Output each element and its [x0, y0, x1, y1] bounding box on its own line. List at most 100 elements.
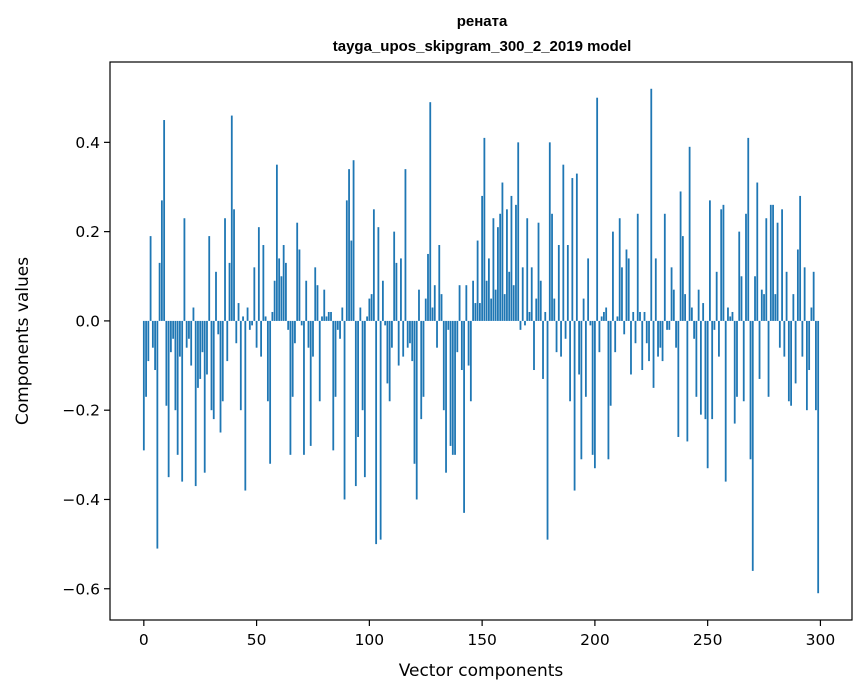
bar-50	[255, 320, 258, 348]
bar-237	[677, 320, 680, 437]
bar-191	[573, 320, 576, 491]
bar-59	[275, 164, 278, 321]
bar-157	[497, 227, 499, 321]
y-axis: −0.6 −0.4 −0.2 0.0 0.2 0.4	[62, 134, 110, 598]
bar-6	[156, 320, 159, 549]
bar-153	[487, 258, 490, 321]
bar-55	[266, 320, 269, 402]
bar-60	[278, 258, 281, 321]
bar-90	[345, 200, 348, 321]
bar-75	[312, 320, 314, 357]
bar-275	[763, 294, 765, 321]
bar-29	[208, 236, 211, 321]
bar-71	[303, 320, 305, 455]
bar-183	[555, 320, 558, 353]
bar-199	[591, 320, 594, 455]
bar-7	[158, 262, 161, 321]
bar-245	[695, 320, 698, 397]
bar-32	[215, 271, 217, 321]
bar-284	[783, 320, 786, 357]
bar-132	[440, 294, 443, 321]
bar-114	[400, 258, 402, 321]
bar-33	[217, 320, 220, 335]
bar-69	[298, 249, 301, 321]
bar-137	[451, 320, 454, 455]
bar-61	[280, 276, 283, 321]
bar-144	[467, 320, 470, 366]
bar-42	[237, 303, 240, 321]
bar-233	[668, 320, 671, 330]
bar-57	[271, 311, 274, 321]
bar-120	[413, 320, 416, 464]
bar-139	[456, 320, 459, 353]
bar-150	[481, 195, 484, 321]
bar-212	[621, 267, 623, 321]
bar-160	[503, 294, 506, 321]
bar-127	[429, 102, 432, 321]
bar-218	[634, 320, 637, 344]
bar-64	[287, 320, 290, 330]
bar-63	[285, 262, 287, 321]
bar-209	[614, 320, 617, 353]
bar-1	[145, 320, 147, 397]
bar-5	[154, 320, 156, 371]
bar-192	[575, 173, 578, 321]
bar-125	[424, 298, 427, 321]
bar-286	[787, 320, 790, 402]
bar-189	[569, 320, 571, 402]
x-tick-label-0: 0	[139, 631, 149, 649]
bar-242	[688, 146, 691, 321]
bar-158	[499, 213, 502, 321]
bar-27	[203, 320, 206, 473]
y-tick-label-4: 0.2	[75, 223, 100, 241]
bar-156	[494, 289, 497, 321]
bar-276	[765, 218, 768, 321]
bar-281	[776, 222, 779, 321]
bar-87	[339, 320, 341, 339]
bar-282	[778, 320, 781, 348]
bar-119	[411, 320, 414, 362]
bar-154	[490, 298, 493, 321]
bar-235	[672, 289, 675, 321]
bar-39	[230, 115, 233, 321]
bar-296	[810, 307, 813, 321]
x-tick-label-250: 250	[693, 631, 723, 649]
bar-243	[690, 307, 693, 321]
bar-107	[384, 320, 387, 326]
bar-213	[623, 320, 626, 335]
bar-37	[226, 320, 229, 362]
bar-207	[609, 320, 612, 406]
bar-169	[524, 320, 526, 326]
bar-142	[463, 320, 465, 513]
bar-56	[269, 320, 272, 464]
bar-246	[697, 289, 700, 321]
bar-294	[805, 320, 808, 411]
bar-206	[607, 320, 610, 460]
x-axis-label: Vector components	[399, 661, 564, 681]
bar-210	[616, 316, 619, 321]
y-tick-label-1: −0.4	[62, 491, 100, 509]
bar-102	[372, 209, 375, 321]
bar-238	[679, 191, 682, 321]
bar-174	[535, 298, 538, 321]
bar-165	[515, 204, 517, 321]
bar-171	[528, 311, 531, 321]
bar-257	[722, 204, 725, 321]
bar-111	[393, 231, 396, 321]
bar-215	[627, 258, 630, 321]
bar-81	[325, 316, 328, 321]
bar-216	[630, 320, 632, 375]
bar-198	[589, 320, 592, 326]
bar-247	[699, 320, 702, 415]
bar-173	[533, 320, 535, 371]
bar-253	[713, 320, 716, 330]
bar-21	[190, 320, 193, 366]
bar-288	[792, 294, 795, 321]
bar-135	[447, 320, 450, 330]
bar-225	[650, 88, 653, 321]
bar-197	[587, 258, 590, 321]
bar-95	[357, 320, 359, 437]
bar-73	[307, 320, 310, 348]
bar-122	[418, 289, 420, 321]
bar-258	[724, 320, 727, 482]
